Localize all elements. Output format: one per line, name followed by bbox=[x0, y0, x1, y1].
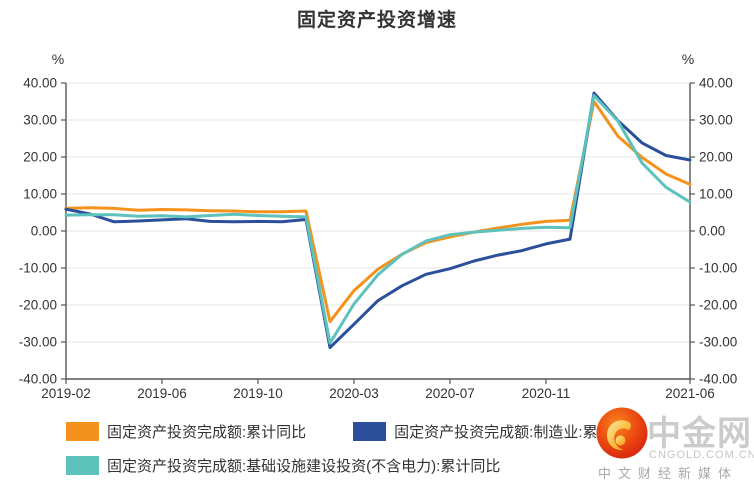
svg-text:2019-06: 2019-06 bbox=[137, 386, 187, 401]
series-line-0 bbox=[64, 100, 692, 324]
svg-text:-10.00: -10.00 bbox=[699, 261, 737, 276]
svg-text:20.00: 20.00 bbox=[23, 150, 57, 165]
series-line-1 bbox=[64, 91, 692, 350]
legend-swatch-fai-total bbox=[66, 422, 99, 441]
svg-text:30.00: 30.00 bbox=[699, 113, 733, 128]
legend-swatch-infrastructure bbox=[66, 456, 99, 475]
cngold-brand-text: 中金网 bbox=[647, 415, 752, 453]
svg-text:2019-02: 2019-02 bbox=[41, 386, 91, 401]
svg-text:10.00: 10.00 bbox=[699, 187, 733, 202]
legend-item-infrastructure[interactable]: 固定资产投资完成额:基础设施建设投资(不含电力):累计同比 bbox=[66, 455, 500, 476]
svg-text:-20.00: -20.00 bbox=[19, 298, 57, 313]
svg-text:0.00: 0.00 bbox=[31, 224, 57, 239]
svg-text:2020-11: 2020-11 bbox=[522, 386, 571, 401]
svg-text:-40.00: -40.00 bbox=[699, 372, 737, 387]
svg-text:0.00: 0.00 bbox=[699, 224, 725, 239]
svg-text:40.00: 40.00 bbox=[699, 76, 733, 91]
line-chart: 40.00 40.00 30.00 30.00 20.00 20.00 10.00 10.00… bbox=[19, 51, 738, 401]
legend-row-1: 固定资产投资完成额:累计同比 固定资产投资完成额:制造业:累计同比 bbox=[66, 421, 643, 442]
svg-text:%: % bbox=[52, 51, 64, 67]
legend-item-fai-total[interactable]: 固定资产投资完成额:累计同比 bbox=[66, 421, 306, 442]
svg-text:2020-07: 2020-07 bbox=[425, 386, 475, 401]
svg-text:-40.00: -40.00 bbox=[19, 372, 57, 387]
cngold-tagline-text: 中文财经新媒体 bbox=[598, 466, 739, 480]
svg-text:%: % bbox=[682, 51, 694, 67]
svg-text:2021-06: 2021-06 bbox=[665, 386, 715, 401]
svg-text:40.00: 40.00 bbox=[23, 76, 57, 91]
legend-row-2: 固定资产投资完成额:基础设施建设投资(不含电力):累计同比 bbox=[66, 455, 500, 476]
series-line-2 bbox=[64, 94, 692, 345]
legend-label-manufacturing: 固定资产投资完成额:制造业:累计同比 bbox=[394, 424, 643, 441]
svg-text:20.00: 20.00 bbox=[699, 150, 733, 165]
svg-text:-10.00: -10.00 bbox=[19, 261, 57, 276]
svg-text:-30.00: -30.00 bbox=[19, 335, 57, 350]
svg-text:2020-03: 2020-03 bbox=[329, 386, 379, 401]
svg-text:30.00: 30.00 bbox=[23, 113, 57, 128]
legend-item-manufacturing[interactable]: 固定资产投资完成额:制造业:累计同比 bbox=[353, 421, 643, 442]
svg-text:10.00: 10.00 bbox=[23, 187, 57, 202]
cngold-logo-icon bbox=[596, 407, 648, 459]
svg-text:-30.00: -30.00 bbox=[699, 335, 737, 350]
legend-swatch-manufacturing bbox=[353, 422, 387, 441]
svg-text:-20.00: -20.00 bbox=[699, 298, 737, 313]
svg-text:2019-10: 2019-10 bbox=[233, 386, 283, 401]
cngold-domain-text: CNGOLD.COM.CN bbox=[649, 449, 754, 461]
axis-labels: 40.00 40.00 30.00 30.00 20.00 20.00 10.00 10.00… bbox=[19, 51, 738, 401]
legend-label-infrastructure: 固定资产投资完成额:基础设施建设投资(不含电力):累计同比 bbox=[107, 458, 501, 475]
legend-label-fai-total: 固定资产投资完成额:累计同比 bbox=[107, 424, 307, 441]
axes bbox=[61, 82, 695, 384]
chart-title: 固定资产投资增速 bbox=[296, 10, 457, 31]
series-lines bbox=[64, 91, 692, 350]
gridlines bbox=[66, 82, 690, 343]
